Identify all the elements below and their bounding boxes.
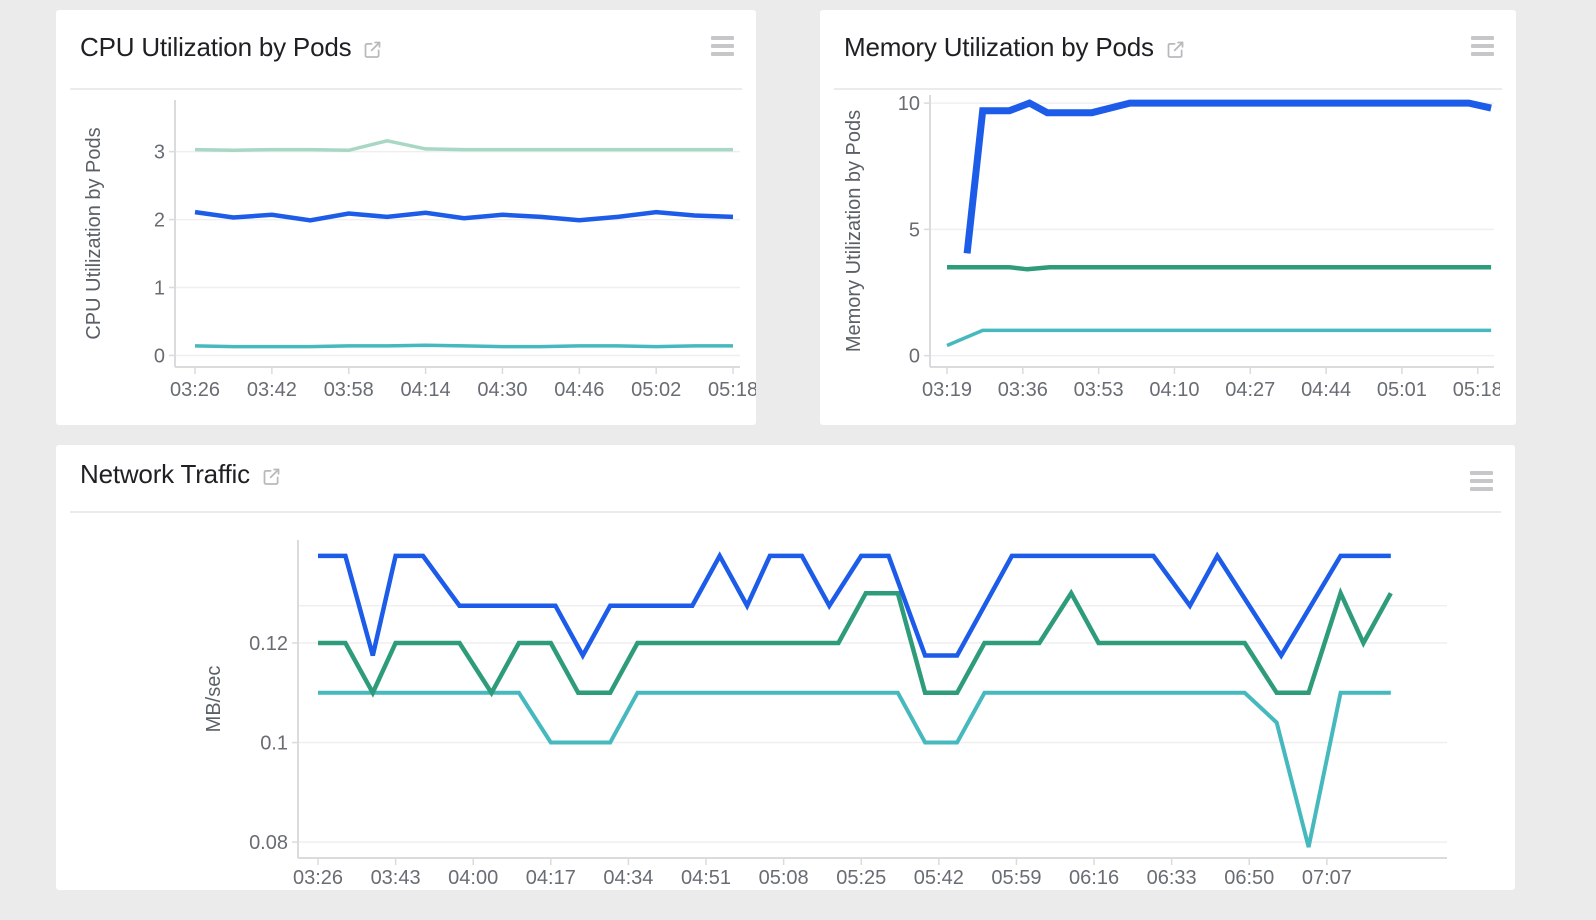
x-axis-tick-label: 05:18 — [708, 379, 756, 401]
menu-bar — [711, 52, 734, 56]
menu-bar — [1471, 36, 1494, 40]
hamburger-menu-icon[interactable] — [1471, 36, 1494, 56]
menu-bar — [1470, 479, 1493, 483]
x-axis-tick-label: 06:33 — [1147, 867, 1197, 889]
x-axis-tick-label: 04:14 — [401, 379, 451, 401]
x-axis-tick-label: 03:53 — [1074, 379, 1124, 401]
menu-bar — [1471, 52, 1494, 56]
menu-bar — [1470, 471, 1493, 475]
x-axis-tick-label: 06:50 — [1224, 867, 1274, 889]
x-axis-tick-label: 04:46 — [554, 379, 604, 401]
x-axis-tick-label: 05:18 — [1453, 379, 1500, 401]
cpu-utilization-chart[interactable]: 0 1 2 3 03:26 03:42 03:58 04:14 04:30 04:46 05:02 0… — [56, 90, 756, 425]
hamburger-menu-icon[interactable] — [1470, 471, 1493, 491]
menu-bar — [711, 36, 734, 40]
network-traffic-chart[interactable]: 0.08 0.1 0.12 03:26 03:43 04:00 04:17 04:34 04:5… — [56, 513, 1515, 890]
external-link-icon[interactable] — [1165, 39, 1186, 60]
y-axis-tick-label: 0.1 — [260, 733, 288, 755]
y-axis-title: Memory Utilization by Pods — [843, 110, 865, 352]
memory-utilization-chart[interactable]: 0 5 10 03:19 03:36 03:53 04:10 04:27 04:44 05:01 0… — [820, 90, 1500, 425]
chart-title: Network Traffic — [80, 459, 250, 489]
x-axis-tick-label: 03:36 — [998, 379, 1048, 401]
series-line-series-1 — [963, 99, 1492, 254]
network-traffic-card: Network Traffic 0.08 0.1 0.12 03:26 03:43 04:… — [56, 445, 1515, 890]
x-axis-tick-label: 05:02 — [631, 379, 681, 401]
y-axis-title: MB/sec — [203, 666, 225, 733]
x-axis-tick-label: 05:25 — [836, 867, 886, 889]
x-axis-tick-label: 04:34 — [603, 867, 653, 889]
y-axis-title: CPU Utilization by Pods — [83, 127, 105, 339]
y-axis-tick-label: 10 — [898, 93, 920, 115]
card-header: CPU Utilization by Pods — [70, 10, 742, 90]
series-line-series-3 — [946, 328, 1492, 348]
x-axis-tick-label: 03:19 — [922, 379, 972, 401]
x-axis-tick-label: 03:58 — [324, 379, 374, 401]
x-axis-tick-label: 04:30 — [477, 379, 527, 401]
x-axis-tick-label: 05:01 — [1377, 379, 1427, 401]
hamburger-menu-icon[interactable] — [711, 36, 734, 56]
series-line-series-2 — [947, 264, 1492, 272]
x-axis-tick-label: 03:26 — [293, 867, 343, 889]
title-row: CPU Utilization by Pods — [80, 32, 383, 63]
external-link-icon[interactable] — [261, 466, 282, 487]
series-line-series-3 — [318, 690, 1391, 848]
y-axis-tick-label: 3 — [154, 142, 165, 164]
series-line-series-3 — [194, 343, 733, 349]
x-axis-tick-label: 04:44 — [1301, 379, 1351, 401]
menu-bar — [711, 44, 734, 48]
x-axis-tick-label: 03:42 — [247, 379, 297, 401]
series-line-series-1 — [318, 551, 1391, 661]
x-axis-tick-label: 05:42 — [914, 867, 964, 889]
x-axis-tick-label: 03:43 — [371, 867, 421, 889]
y-axis-tick-label: 5 — [909, 219, 920, 241]
y-axis-tick-label: 2 — [154, 210, 165, 232]
menu-bar — [1471, 44, 1494, 48]
chart-title: Memory Utilization by Pods — [844, 32, 1154, 62]
x-axis-tick-label: 06:16 — [1069, 867, 1119, 889]
memory-utilization-card: Memory Utilization by Pods 0 5 10 03:19 03:3… — [820, 10, 1516, 425]
x-axis-tick-label: 04:17 — [526, 867, 576, 889]
y-axis-tick-label: 1 — [154, 278, 165, 300]
x-axis-tick-label: 07:07 — [1302, 867, 1352, 889]
x-axis-tick-label: 05:08 — [759, 867, 809, 889]
x-axis-tick-label: 04:51 — [681, 867, 731, 889]
chart-title: CPU Utilization by Pods — [80, 32, 352, 62]
title-row: Network Traffic — [80, 459, 282, 490]
card-header: Network Traffic — [70, 445, 1501, 513]
x-axis-tick-label: 04:10 — [1149, 379, 1199, 401]
x-axis-tick-label: 03:26 — [170, 379, 220, 401]
y-axis-tick-label: 0 — [154, 345, 165, 367]
menu-bar — [1470, 487, 1493, 491]
x-axis-tick-label: 05:59 — [991, 867, 1041, 889]
series-line-series-1 — [194, 139, 733, 153]
x-axis-tick-label: 04:00 — [448, 867, 498, 889]
cpu-utilization-card: CPU Utilization by Pods 0 1 2 3 03:26 03:42 03… — [56, 10, 756, 425]
series-line-series-2 — [194, 209, 734, 223]
x-axis-tick-label: 04:27 — [1225, 379, 1275, 401]
y-axis-tick-label: 0.12 — [249, 633, 288, 655]
external-link-icon[interactable] — [362, 39, 383, 60]
series-line-series-2 — [318, 586, 1393, 698]
title-row: Memory Utilization by Pods — [844, 32, 1186, 63]
card-header: Memory Utilization by Pods — [834, 10, 1502, 90]
y-axis-tick-label: 0 — [909, 346, 920, 368]
y-axis-tick-label: 0.08 — [249, 832, 288, 854]
